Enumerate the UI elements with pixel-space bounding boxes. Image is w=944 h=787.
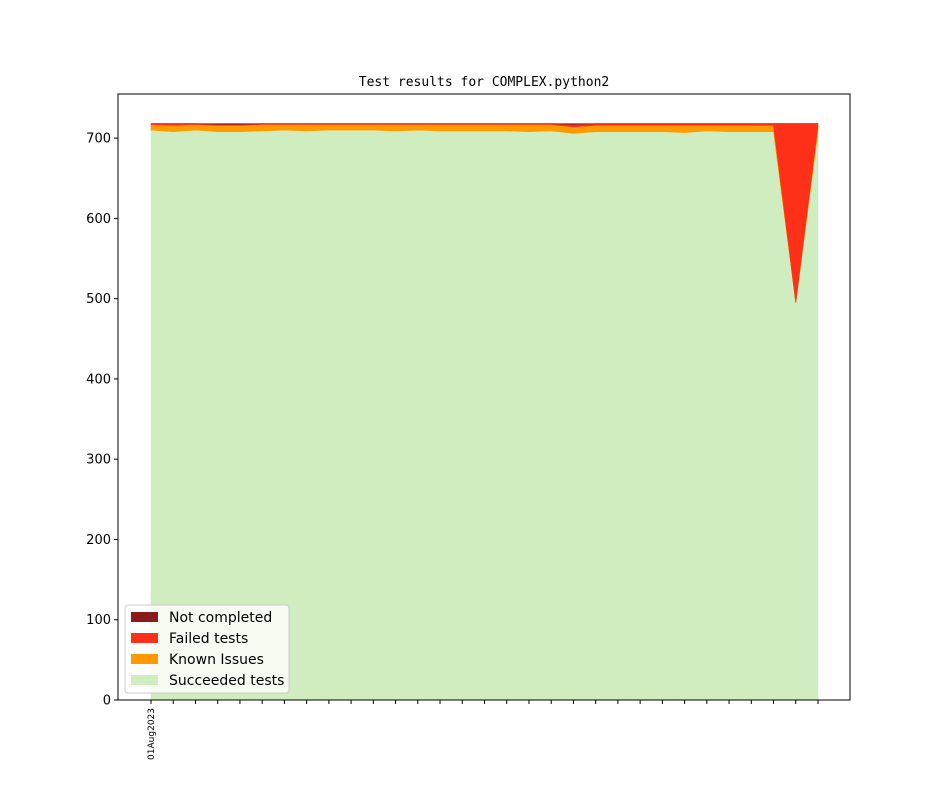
chart-title: Test results for COMPLEX.python2 [359, 75, 609, 90]
legend-label-succeeded: Succeeded tests [169, 673, 284, 689]
y-tick-label: 700 [86, 132, 111, 147]
y-axis: 0 100 200 300 400 500 600 700 [86, 132, 118, 709]
y-tick-label: 400 [86, 372, 111, 387]
legend: Not completed Failed tests Known Issues Suc… [124, 604, 290, 694]
y-tick-label: 600 [86, 212, 111, 227]
y-tick-label: 100 [86, 613, 111, 628]
y-tick-label: 0 [103, 694, 111, 709]
y-tick-label: 200 [86, 533, 111, 548]
y-tick-label: 300 [86, 453, 111, 468]
legend-label-failed: Failed tests [169, 631, 248, 647]
legend-swatch-not-completed [131, 612, 158, 622]
legend-label-known: Known Issues [169, 652, 264, 668]
x-tick-label: 01Aug2023 [147, 708, 157, 760]
legend-swatch-failed [131, 633, 158, 643]
x-axis: 01Aug2023 [147, 700, 819, 760]
legend-label-not-completed: Not completed [169, 610, 272, 626]
y-tick-label: 500 [86, 292, 111, 307]
area-not-completed [151, 123, 818, 125]
legend-box [124, 604, 290, 694]
legend-swatch-known [131, 654, 158, 664]
legend-swatch-succeeded [131, 675, 158, 685]
